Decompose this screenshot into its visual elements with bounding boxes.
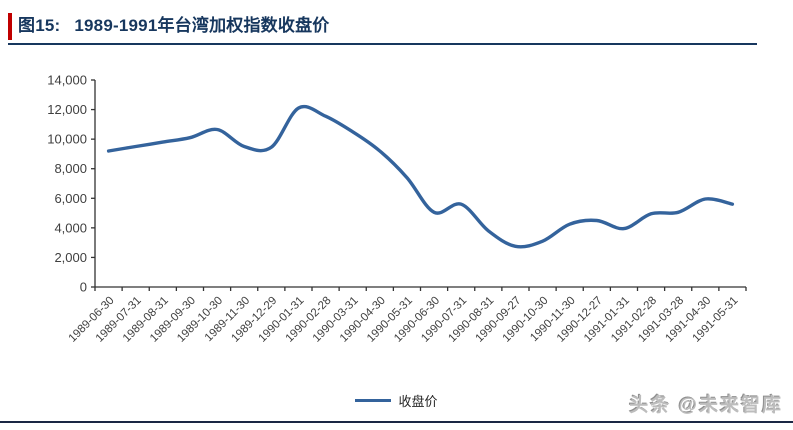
svg-text:0: 0	[80, 280, 87, 295]
watermark: 头条 @未来智库	[629, 395, 783, 416]
page-title: 1989-1991年台湾加权指数收盘价	[74, 16, 330, 35]
svg-text:10,000: 10,000	[47, 132, 87, 147]
legend-line-swatch	[355, 399, 392, 402]
svg-text:14,000: 14,000	[47, 73, 87, 88]
chart-legend: 收盘价	[0, 391, 793, 410]
svg-text:4,000: 4,000	[54, 220, 87, 235]
svg-text:6,000: 6,000	[54, 191, 87, 206]
figure-title-row: 图15: 1989-1991年台湾加权指数收盘价	[18, 11, 758, 36]
title-underline	[8, 43, 757, 45]
figure-accent-bar	[8, 13, 12, 40]
svg-text:8,000: 8,000	[54, 161, 87, 176]
svg-text:12,000: 12,000	[47, 102, 87, 117]
chart-svg: 02,0004,0006,0008,00010,00012,00014,0001…	[47, 73, 747, 345]
legend-label: 收盘价	[398, 394, 438, 409]
bottom-rule	[0, 421, 793, 423]
svg-text:2,000: 2,000	[54, 250, 87, 265]
figure-label: 图15:	[18, 16, 61, 35]
